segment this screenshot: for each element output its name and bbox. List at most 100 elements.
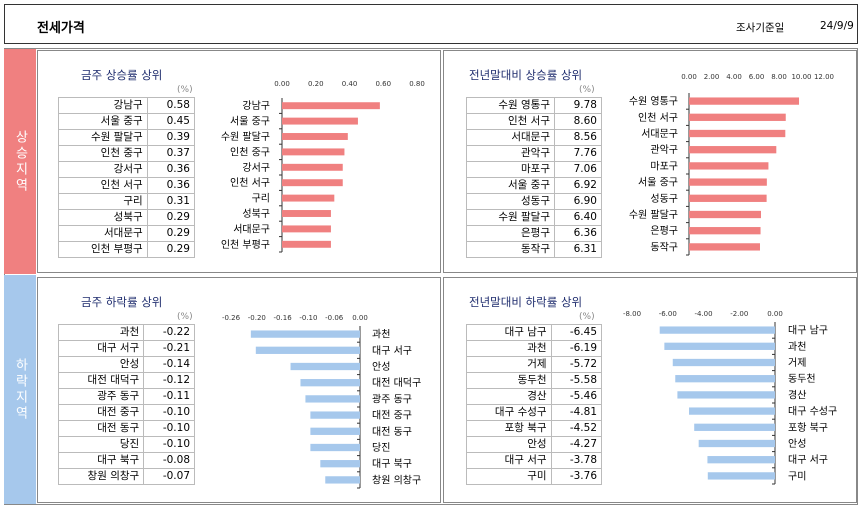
- bar: [255, 346, 360, 354]
- region-value: -3.76: [550, 468, 603, 485]
- region-name: 인천 부평구: [58, 241, 148, 258]
- data-table: 수원 영통구 9.78 인천 서구 8.60 서대문구 8.56 관악구 7.76 마포구 7.0…: [466, 97, 603, 258]
- table-row: 구리 0.31: [58, 193, 196, 210]
- bar: [300, 379, 360, 387]
- region-name: 대구 남구: [466, 324, 552, 341]
- table-row: 광주 동구 -0.11: [57, 388, 195, 405]
- table-row: 동두천 -5.58: [466, 372, 603, 389]
- table-row: 관악구 7.76: [466, 145, 603, 162]
- bar: [325, 476, 360, 484]
- bar: [689, 178, 767, 186]
- tick-label: 10.00: [791, 73, 811, 81]
- category-label: 인천 중구: [230, 146, 270, 158]
- region-value: 0.36: [146, 161, 196, 178]
- region-value: -5.46: [550, 388, 603, 405]
- table-row: 강서구 0.36: [58, 161, 196, 178]
- region-value: -5.58: [550, 372, 603, 389]
- bar: [689, 97, 800, 105]
- table-row: 거제 -5.72: [466, 356, 603, 373]
- region-value: 0.29: [146, 241, 196, 258]
- bar: [689, 113, 786, 121]
- bar: [659, 326, 775, 334]
- region-name: 은평구: [466, 225, 555, 242]
- category-label: 마포구: [650, 160, 678, 172]
- region-name: 인천 서구: [466, 113, 555, 130]
- region-name: 당진: [57, 436, 145, 453]
- table-row: 창원 의창구 -0.07: [57, 468, 195, 485]
- reference-date-label: 조사기준일: [736, 22, 785, 34]
- table-row: 서대문구 8.56: [466, 129, 603, 146]
- region-name: 서대문구: [466, 129, 555, 146]
- tick-label: 0.00: [767, 310, 783, 318]
- tick-label: -0.26: [222, 314, 241, 322]
- table-row: 당진 -0.10: [57, 436, 195, 453]
- bar: [305, 395, 360, 403]
- region-value: -0.10: [143, 420, 195, 437]
- tick-label: 0.00: [352, 314, 368, 322]
- bar: [282, 210, 331, 217]
- table-row: 대구 서구 -0.21: [57, 340, 195, 357]
- bar-chart: -8.00 -6.00 -4.00 -2.00 0.00 대구 남구과천거제동두천경산대구…: [623, 310, 837, 485]
- bar: [689, 210, 761, 219]
- region-name: 성북구: [58, 209, 148, 226]
- bar: [320, 460, 360, 468]
- region-value: 7.76: [553, 145, 603, 162]
- table-row: 포항 북구 -4.52: [466, 420, 603, 437]
- region-value: 6.90: [553, 193, 603, 210]
- region-value: -5.72: [550, 356, 603, 373]
- category-label: 수원 팔달구: [221, 131, 270, 143]
- region-value: 0.45: [146, 113, 196, 130]
- region-name: 구리: [58, 193, 148, 210]
- region-name: 서울 중구: [466, 177, 555, 194]
- category-label: 수원 팔달구: [629, 209, 678, 221]
- region-value: 9.78: [553, 97, 603, 114]
- bar: [689, 129, 786, 138]
- falling-region-band: 하락지역: [4, 275, 36, 504]
- region-value: 6.40: [553, 209, 603, 226]
- category-label: 광주 동구: [372, 393, 412, 405]
- table-row: 인천 서구 0.36: [58, 177, 196, 194]
- tick-label: -0.16: [274, 314, 293, 322]
- bar: [707, 456, 775, 464]
- tick-label: -8.00: [623, 310, 641, 318]
- table-row: 인천 서구 8.60: [466, 113, 603, 130]
- table-row: 대구 북구 -0.08: [57, 452, 195, 469]
- region-value: -0.10: [143, 404, 195, 421]
- region-name: 대전 중구: [57, 404, 145, 421]
- table-row: 과천 -0.22: [57, 324, 195, 341]
- bar: [664, 342, 775, 350]
- region-value: 8.56: [553, 129, 603, 146]
- table-row: 과천 -6.19: [466, 340, 603, 357]
- table-row: 강남구 0.58: [58, 97, 196, 114]
- region-value: 7.06: [553, 161, 603, 178]
- region-value: 6.31: [553, 241, 603, 258]
- falling-region-label: 하락지역: [12, 357, 28, 422]
- table-row: 서울 중구 6.92: [466, 177, 603, 194]
- tick-label: -0.06: [325, 314, 344, 322]
- region-value: -4.52: [550, 420, 603, 437]
- region-name: 대전 동구: [57, 420, 145, 437]
- region-value: 8.60: [553, 113, 603, 130]
- tick-label: -4.00: [694, 310, 712, 318]
- table-row: 대구 수성구 -4.81: [466, 404, 603, 421]
- tick-label: 6.00: [749, 73, 765, 81]
- category-label: 대전 대덕구: [372, 377, 421, 389]
- region-name: 성동구: [466, 193, 555, 210]
- chart-title: 금주 하락률 상위: [81, 295, 163, 309]
- region-name: 구미: [466, 468, 552, 485]
- table-row: 수원 영통구 9.78: [466, 97, 603, 114]
- table-row: 마포구 7.06: [466, 161, 603, 178]
- region-value: 6.92: [553, 177, 603, 194]
- table-row: 대전 대덕구 -0.12: [57, 372, 195, 389]
- category-label: 서대문구: [233, 223, 270, 235]
- region-value: -0.08: [143, 452, 195, 469]
- tick-label: 8.00: [771, 73, 787, 81]
- table-row: 대전 동구 -0.10: [57, 420, 195, 437]
- table-row: 서대문구 0.29: [58, 225, 196, 242]
- bar: [698, 439, 775, 448]
- category-label: 서울 중구: [638, 177, 678, 189]
- region-value: 0.39: [146, 129, 196, 146]
- bar: [689, 194, 767, 202]
